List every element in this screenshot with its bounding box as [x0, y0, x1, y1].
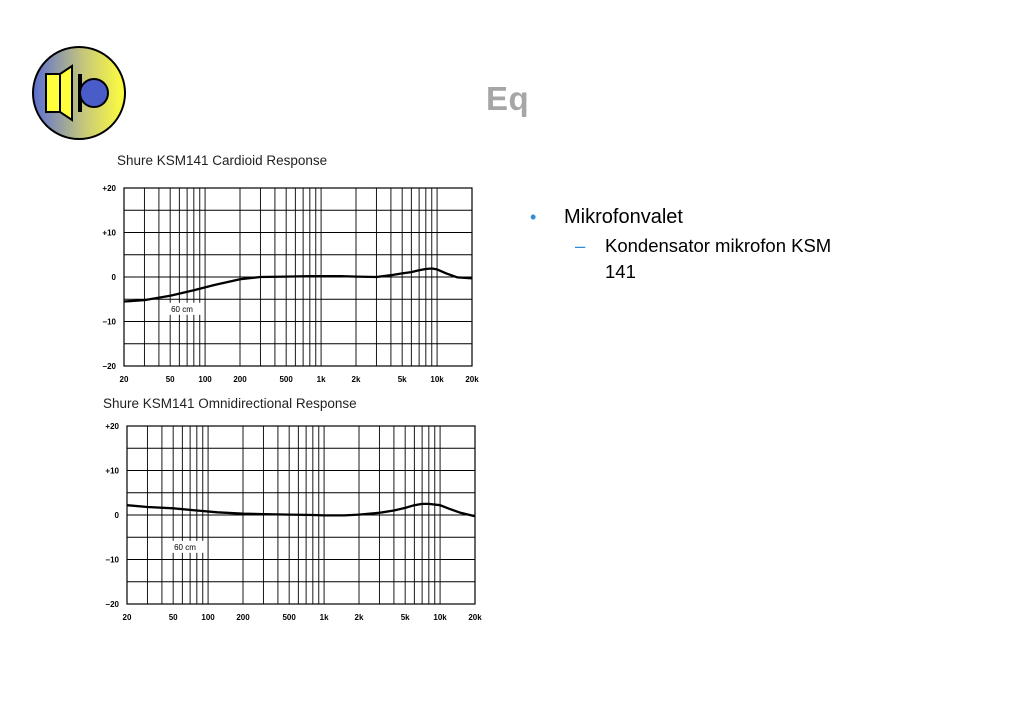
bullet-list: • Mikrofonvalet – Kondensator mikrofon K…	[530, 203, 910, 285]
x-tick-label: 1k	[317, 375, 326, 384]
bullet-marker: •	[530, 207, 537, 227]
x-tick-label: 100	[198, 375, 212, 384]
grid	[127, 426, 475, 604]
bullet-item-level2: – Kondensator mikrofon KSM 141	[530, 233, 865, 285]
x-tick-label: 2k	[355, 613, 364, 622]
omnidirectional-response-chart: +20 +10 0 −10 −20 20 50 100 200 500 1k 2k 5k 10k 20k 60…	[105, 422, 482, 622]
x-tick-label: 10k	[433, 613, 447, 622]
y-tick-label: −10	[102, 318, 116, 327]
x-tick-label: 100	[201, 613, 215, 622]
x-tick-label: 5k	[398, 375, 407, 384]
x-tick-label: 500	[279, 375, 293, 384]
slide-title: Eq	[486, 80, 530, 117]
x-tick-label: 200	[233, 375, 247, 384]
response-curve-line	[126, 502, 476, 518]
x-tick-label: 20	[123, 613, 132, 622]
y-tick-label: 0	[112, 273, 117, 282]
bullet-item-level1: • Mikrofonvalet	[530, 203, 910, 231]
x-tick-label: 20k	[465, 375, 479, 384]
chart-title-omni: Shure KSM141 Omnidirectional Response	[103, 396, 357, 411]
plot-frame	[123, 187, 473, 367]
x-tick-label: 500	[282, 613, 296, 622]
x-tick-label: 5k	[401, 613, 410, 622]
x-tick-label: 200	[236, 613, 250, 622]
sub-bullet-marker: –	[575, 235, 586, 256]
y-tick-label: +10	[102, 229, 116, 238]
cardioid-response-chart: +20 +10 0 −10 −20 20 50 100 200 500 1k 2k 5k 10k 20k 60…	[102, 184, 479, 384]
bullet-text: Mikrofonvalet	[564, 206, 683, 228]
annotation-background	[168, 302, 205, 315]
x-tick-label: 20k	[468, 613, 482, 622]
y-tick-label: −20	[105, 600, 119, 609]
x-tick-label: 50	[166, 375, 175, 384]
y-tick-label: +10	[105, 467, 119, 476]
plot-frame	[126, 425, 476, 605]
annotation-background	[171, 540, 208, 553]
y-tick-label: 0	[115, 511, 120, 520]
chart-title-cardioid: Shure KSM141 Cardioid Response	[117, 153, 328, 168]
x-tick-label: 20	[120, 375, 129, 384]
x-tick-label: 10k	[430, 375, 444, 384]
y-tick-label: +20	[102, 184, 116, 193]
x-tick-label: 50	[169, 613, 178, 622]
y-tick-label: −10	[105, 556, 119, 565]
annotation-label: 60 cm	[171, 305, 193, 314]
x-tick-label: 1k	[320, 613, 329, 622]
response-curve-line	[123, 267, 473, 303]
annotation-label: 60 cm	[174, 543, 196, 552]
x-tick-label: 2k	[352, 375, 361, 384]
speaker-logo-icon	[32, 46, 126, 140]
y-tick-label: +20	[105, 422, 119, 431]
sub-bullet-text: Kondensator mikrofon KSM 141	[605, 235, 832, 282]
y-tick-label: −20	[102, 362, 116, 371]
